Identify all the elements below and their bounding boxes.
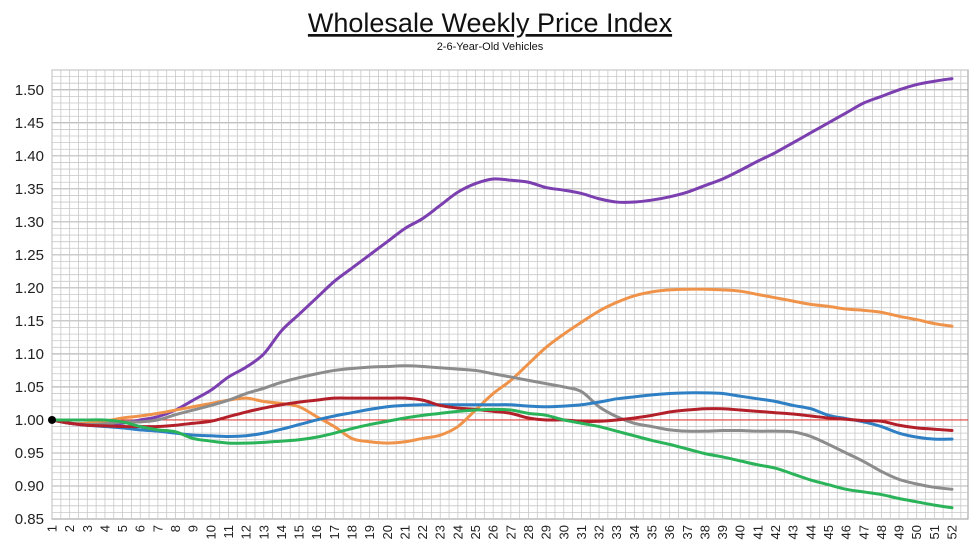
y-tick-label: 1.05: [15, 379, 44, 396]
y-tick-label: 1.35: [15, 181, 44, 198]
x-tick-label: 51: [927, 525, 942, 539]
x-tick-label: 49: [892, 525, 907, 539]
x-tick-label: 38: [697, 525, 712, 539]
x-tick-label: 1: [45, 525, 60, 532]
series-line-red: [50, 396, 954, 433]
x-tick-label: 28: [521, 525, 536, 539]
x-tick-label: 13: [256, 525, 271, 539]
y-tick-label: 1.15: [15, 313, 44, 330]
x-tick-label: 20: [380, 525, 395, 539]
x-tick-label: 10: [203, 525, 218, 539]
chart-title: Wholesale Weekly Price Index: [308, 8, 673, 38]
y-tick-label: 1.30: [15, 214, 44, 231]
x-tick-label: 30: [556, 525, 571, 539]
x-tick-label: 27: [503, 525, 518, 539]
x-tick-label: 44: [803, 525, 818, 539]
y-tick-label: 1.45: [15, 115, 44, 132]
x-tick-label: 6: [133, 525, 148, 532]
y-tick-label: 0.90: [15, 478, 44, 495]
x-tick-label: 5: [115, 525, 130, 532]
x-tick-label: 45: [821, 525, 836, 539]
x-tick-label: 41: [750, 525, 765, 539]
series-line-purple: [50, 77, 954, 427]
x-tick-label: 15: [292, 525, 307, 539]
series-line-green: [50, 407, 954, 510]
x-tick-label: 3: [80, 525, 95, 532]
x-tick-label: 46: [839, 525, 854, 539]
y-tick-label: 0.85: [15, 511, 44, 528]
x-tick-label: 36: [662, 525, 677, 539]
x-tick-label: 34: [627, 525, 642, 539]
x-tick-label: 43: [786, 525, 801, 539]
x-tick-label: 50: [909, 525, 924, 539]
x-tick-label: 19: [362, 525, 377, 539]
x-tick-label: 42: [768, 525, 783, 539]
y-tick-label: 1.50: [15, 82, 44, 99]
x-tick-label: 14: [274, 525, 289, 539]
series-line-blue: [50, 391, 954, 441]
x-tick-label: 18: [345, 525, 360, 539]
x-tick-label: 32: [592, 525, 607, 539]
x-tick-label: 8: [168, 525, 183, 532]
x-tick-label: 22: [415, 525, 430, 539]
grid: [51, 69, 969, 520]
x-tick-label: 4: [97, 525, 112, 532]
x-tick-label: 31: [574, 525, 589, 539]
y-tick-label: 1.20: [15, 280, 44, 297]
x-tick-label: 48: [874, 525, 889, 539]
x-tick-label: 47: [856, 525, 871, 539]
y-axis-ticks: 0.85 0.90 0.95 1.00 1.05 1.10 1.15 1.20 1.25 1.30…: [15, 82, 44, 528]
x-tick-label: 52: [945, 525, 960, 539]
x-tick-label: 35: [645, 525, 660, 539]
series-lines: [48, 77, 954, 510]
y-tick-label: 1.25: [15, 247, 44, 264]
y-tick-label: 0.95: [15, 445, 44, 462]
x-tick-label: 33: [609, 525, 624, 539]
y-tick-label: 1.10: [15, 346, 44, 363]
series-line-gray: [50, 364, 954, 491]
x-tick-label: 7: [150, 525, 165, 532]
x-tick-label: 16: [309, 525, 324, 539]
y-tick-label: 1.40: [15, 148, 44, 165]
x-tick-label: 25: [468, 525, 483, 539]
y-tick-label: 1.00: [15, 412, 44, 429]
x-tick-label: 29: [539, 525, 554, 539]
chart-subtitle: 2-6-Year-Old Vehicles: [437, 41, 544, 53]
x-tick-label: 12: [239, 525, 254, 539]
x-tick-label: 11: [221, 525, 236, 539]
x-tick-label: 9: [186, 525, 201, 532]
x-tick-label: 37: [680, 525, 695, 539]
x-tick-label: 2: [62, 525, 77, 532]
x-tick-label: 24: [450, 525, 465, 539]
x-tick-label: 39: [715, 525, 730, 539]
series-line-orange: [50, 287, 954, 445]
x-tick-label: 26: [486, 525, 501, 539]
x-tick-label: 17: [327, 525, 342, 539]
x-tick-label: 23: [433, 525, 448, 539]
x-axis-ticks: 1 2 3 4 5 6 7 8 9 10 11 12 13 14 15 16 17 18 19 20 21 22 23 24 2…: [45, 525, 960, 539]
x-tick-label: 21: [397, 525, 412, 539]
x-tick-label: 40: [733, 525, 748, 539]
start-point-marker: [48, 415, 56, 424]
